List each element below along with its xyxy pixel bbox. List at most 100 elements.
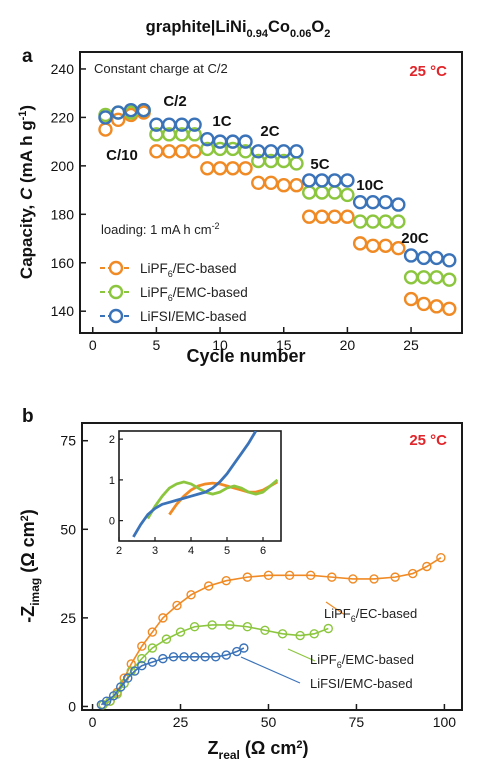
panel-b-plot-frame	[81, 422, 463, 711]
data-point	[378, 194, 393, 210]
legend-item: LiPF6/EC-based	[100, 260, 237, 279]
inset-x-tick-label: 6	[260, 545, 266, 557]
data-point	[239, 643, 249, 653]
x-tick-label: 50	[261, 714, 277, 730]
rate-label: C/10	[106, 147, 138, 164]
data-point	[323, 623, 333, 634]
x-tick-label: 25	[403, 337, 419, 353]
fit-line	[102, 556, 442, 706]
data-point	[276, 178, 291, 193]
legend-item: LiFSI/EMC-based	[100, 308, 247, 324]
data-point	[221, 575, 231, 586]
panel-a-loading-label: loading: 1 mA h cm-2	[101, 221, 220, 237]
data-point	[309, 629, 319, 639]
data-point	[422, 561, 432, 572]
data-point	[442, 272, 457, 287]
panel-a-rate-capability-chart: a Constant charge at C/2 25 °C loading: …	[17, 46, 463, 366]
inset-series	[132, 431, 279, 538]
rate-label: 20C	[401, 230, 429, 247]
data-point	[429, 299, 444, 314]
series-label-text: LiPF6/EC-based	[324, 606, 417, 624]
data-point	[289, 178, 304, 193]
data-point	[263, 570, 274, 581]
legend-label: LiFSI/EMC-based	[140, 309, 247, 324]
y-tick-label: 200	[51, 158, 75, 174]
data-point	[136, 102, 151, 118]
data-point	[378, 214, 393, 229]
data-point	[161, 634, 172, 644]
data-point	[369, 574, 379, 584]
inset-x-tick-label: 4	[188, 545, 194, 557]
data-point	[340, 209, 355, 224]
y-tick-label: 25	[60, 610, 76, 626]
rate-label: 10C	[356, 177, 384, 194]
legend-label: LiPF6/EC-based	[140, 261, 237, 279]
data-point	[221, 650, 231, 660]
data-point	[348, 574, 358, 584]
data-point	[187, 127, 202, 142]
data-point	[203, 581, 214, 591]
legend-marker	[108, 260, 124, 276]
data-point	[289, 144, 304, 159]
data-point	[212, 161, 228, 176]
data-point	[365, 214, 381, 229]
series-label: LiPF6/EMC-based	[287, 648, 414, 670]
data-point	[238, 134, 253, 149]
data-point	[302, 209, 317, 224]
data-point	[161, 144, 177, 159]
inset-x-tick-label: 5	[224, 545, 230, 557]
inset-series-blue	[132, 431, 258, 538]
legend-item: LiPF6/EMC-based	[100, 284, 248, 303]
data-point	[130, 666, 140, 676]
y-tick-label: 0	[68, 698, 76, 714]
data-point	[101, 696, 112, 706]
panel-a-annotation: Constant charge at C/2	[94, 61, 228, 76]
data-point	[391, 241, 406, 256]
data-point	[147, 627, 158, 637]
data-point	[442, 253, 457, 268]
data-point	[260, 625, 270, 635]
panel-b-temperature: 25 °C	[409, 432, 447, 449]
data-point	[416, 270, 431, 285]
leader-line	[325, 601, 346, 616]
data-point	[289, 156, 304, 171]
inset-series-orange	[168, 480, 279, 516]
data-point	[327, 572, 337, 582]
data-point	[295, 630, 305, 641]
panel-b-series-labels: LiPF6/EC-based LiPF6/EMC-based LiFSI/EMC-b…	[240, 601, 417, 691]
data-point	[416, 296, 431, 312]
data-point	[137, 661, 147, 671]
data-point	[168, 652, 179, 662]
data-point	[187, 117, 202, 132]
data-point	[98, 122, 113, 137]
data-point	[242, 622, 253, 632]
data-point	[306, 570, 316, 581]
data-point	[436, 552, 446, 563]
x-tick-label: 100	[433, 714, 457, 730]
y-tick-label: 75	[60, 433, 76, 449]
x-tick-label: 75	[349, 714, 365, 730]
data-point	[352, 194, 368, 210]
inset-y-tick-label: 2	[109, 434, 115, 446]
y-tick-label: 220	[51, 109, 75, 125]
data-point	[365, 238, 381, 253]
legend-marker	[108, 284, 124, 300]
data-point	[408, 568, 418, 579]
data-point	[340, 173, 355, 188]
y-tick-label: 140	[51, 303, 75, 319]
inset-series-green	[146, 478, 279, 520]
data-point	[158, 613, 168, 623]
series-label-text: LiFSI/EMC-based	[310, 676, 413, 691]
data-point	[429, 250, 444, 266]
data-point	[314, 185, 330, 200]
data-point	[123, 673, 133, 683]
panel-a-rate-labels: C/10 C/2 1C 2C 5C 10C 20C	[106, 93, 429, 247]
inset-x-tick-label: 2	[116, 545, 122, 557]
data-point	[225, 620, 235, 630]
panel-a-legend: LiPF6/EC-based LiPF6/EMC-based LiFSI/EMC-b…	[100, 260, 248, 324]
data-point	[390, 572, 400, 582]
data-point	[327, 185, 342, 200]
y-tick-label: 180	[51, 206, 75, 222]
panel-a-y-axis-title: Capacity, C (mA h g-1)	[17, 105, 36, 279]
data-point	[108, 691, 119, 701]
